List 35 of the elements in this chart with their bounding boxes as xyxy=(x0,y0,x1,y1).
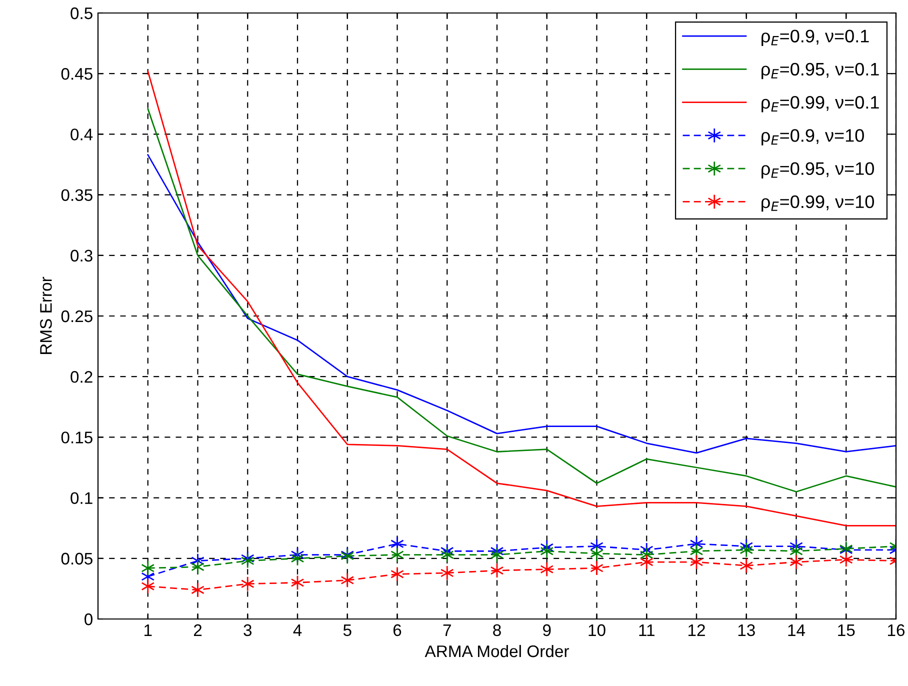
legend-label: ρ$_{E}$=0.95, ν=10 xyxy=(762,162,874,179)
x-tick-label: 14 xyxy=(788,624,806,636)
legend-label: ρ$_{E}$=0.9, ν=10 xyxy=(762,129,864,146)
y-tick-label: 0.45 xyxy=(61,68,92,80)
x-tick-label: 11 xyxy=(639,624,654,636)
x-tick-label: 6 xyxy=(393,624,402,636)
y-tick-label: 0.05 xyxy=(61,552,92,565)
x-tick-label: 10 xyxy=(588,624,606,636)
legend-label: ρ$_{E}$=0.99, ν=10 xyxy=(762,195,874,212)
x-tick-label: 8 xyxy=(493,624,501,636)
x-tick-label: 4 xyxy=(293,624,302,636)
y-tick-label: 0.35 xyxy=(61,189,92,202)
x-tick-label: 3 xyxy=(244,624,252,636)
y-tick-label: 0 xyxy=(84,613,92,626)
legend-label: ρ$_{E}$=0.95, ν=0.1 xyxy=(762,62,879,80)
x-tick-label: 15 xyxy=(838,624,855,636)
y-tick-label: 0.5 xyxy=(70,7,92,20)
x-tick-label: 9 xyxy=(543,624,551,636)
x-tick-label: 13 xyxy=(738,624,755,636)
x-axis-title: ARMA Model Order xyxy=(424,644,569,658)
x-tick-label: 1 xyxy=(144,624,152,636)
y-tick-label: 0.2 xyxy=(70,371,92,383)
x-tick-label: 16 xyxy=(888,624,905,636)
legend-label: ρ$_{E}$=0.99, ν=0.1 xyxy=(762,96,879,112)
x-tick-label: 12 xyxy=(688,624,705,636)
x-tick-label: 5 xyxy=(343,624,352,636)
y-axis-title: RMS Error xyxy=(40,276,52,354)
y-tick-label: 0.15 xyxy=(61,432,92,444)
x-tick-label: 2 xyxy=(194,624,202,636)
y-tick-label: 0.3 xyxy=(70,250,92,262)
y-tick-label: 0.4 xyxy=(70,128,93,140)
y-tick-label: 0.25 xyxy=(61,310,92,322)
y-tick-label: 0.1 xyxy=(70,492,92,504)
legend-label: ρ$_{E}$=0.9, ν=0.1 xyxy=(762,30,869,46)
x-tick-label: 7 xyxy=(443,624,451,636)
